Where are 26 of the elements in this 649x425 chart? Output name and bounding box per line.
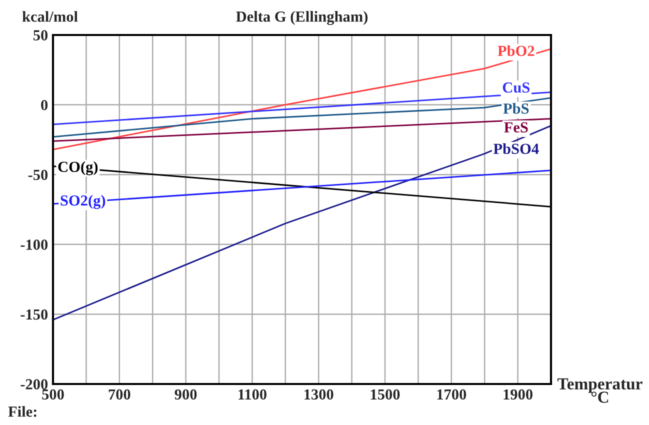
series-label: FeS [504,122,528,133]
chart-title: Delta G (Ellingham) [236,11,368,25]
series-label: PbSO4 [493,143,539,154]
x-tick-label: 1300 [304,389,334,400]
y-tick-label: 50 [33,30,48,40]
x-tick-label: 500 [42,389,64,400]
x-tick-label: 1700 [437,389,466,400]
text: File: [8,406,36,417]
x-tick-label: 1100 [238,389,266,400]
x-tick-label: 900 [174,389,197,400]
x-tick-label: 1900 [504,389,532,400]
y-axis-title: kcal/mol [22,11,78,22]
series-label: SO2(g) [60,194,106,209]
y-tick-label: -100 [20,240,48,250]
series-label: PbO2 [498,45,534,56]
series-label: PbS [503,103,529,114]
line-series [53,97,551,138]
y-tick-label: 0 [41,100,48,110]
y-tick-label: -50 [28,170,48,180]
x-axis-title: Temperatur °C [558,378,642,403]
x-tick-label: 700 [108,389,130,400]
y-tick-label: -150 [20,309,48,320]
series-label: CO(g) [58,161,98,176]
y-tick-label: -200 [20,379,48,390]
x-tick-label: 1500 [370,389,400,400]
series-label: CuS [502,82,530,93]
